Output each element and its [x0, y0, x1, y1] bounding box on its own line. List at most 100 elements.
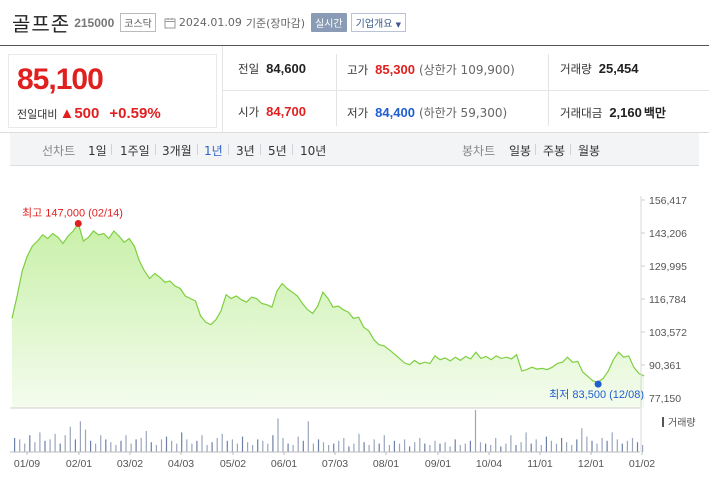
stock-code: 215000	[74, 15, 115, 30]
volume-bar	[454, 439, 456, 452]
tab-monthly-candle[interactable]: 월봉	[578, 144, 601, 158]
stock-name: 골프존	[12, 12, 71, 36]
candle-chart-label: 봉차트	[462, 144, 496, 158]
volume-bar	[44, 440, 46, 452]
volume-bar	[105, 439, 107, 452]
volume-bar	[328, 445, 330, 452]
volume-bar	[479, 442, 482, 452]
current-price: 85,100	[17, 63, 104, 96]
volume-bar	[155, 445, 157, 452]
volume-bar	[120, 440, 122, 452]
tab-daily-candle[interactable]: 일봉	[509, 144, 532, 158]
volume-bar	[363, 442, 365, 452]
volume-bar	[19, 439, 21, 452]
volume-bar	[591, 440, 593, 452]
volume-bar	[69, 426, 71, 452]
x-tick-label: 12/01	[578, 458, 604, 470]
volume-bar	[611, 432, 613, 452]
divider	[222, 90, 709, 91]
max-price-annotation: 최고 147,000 (02/14)	[22, 207, 123, 220]
y-tick-label: 77,150	[649, 393, 681, 405]
tab-3y[interactable]: 3년	[236, 144, 255, 158]
volume-bar	[616, 439, 618, 452]
tab-weekly-candle[interactable]: 주봉	[543, 144, 566, 158]
tab-1y[interactable]: 1년	[204, 144, 223, 158]
volume-cell: 거래량 25,454	[560, 61, 639, 77]
volume-bar	[292, 445, 294, 452]
x-tick-label: 08/01	[373, 458, 399, 470]
volume-bar	[606, 440, 608, 452]
prev-close-label: 전일	[238, 62, 260, 76]
divider	[155, 144, 156, 155]
volume-bar	[24, 443, 26, 452]
volume-value: 25,454	[598, 61, 639, 76]
divider	[570, 144, 571, 155]
volume-bar	[469, 440, 471, 452]
volume-bar	[398, 443, 401, 452]
tab-10y[interactable]: 10년	[300, 144, 327, 158]
x-tick-label: 05/02	[220, 458, 246, 470]
volume-bar	[444, 442, 446, 452]
volume-bar	[312, 443, 314, 452]
volume-bar	[378, 443, 380, 452]
tab-3m[interactable]: 3개월	[162, 144, 192, 158]
divider	[197, 144, 198, 155]
volume-bar	[581, 428, 583, 452]
volume-bar	[505, 443, 507, 452]
volume-bar	[140, 438, 142, 452]
y-axis-labels: 156,417 143,206 129,995 116,784 103,572 90,36…	[649, 195, 687, 405]
volume-bar	[434, 440, 436, 452]
amount-value: 2,160	[609, 105, 642, 120]
prev-close-value: 84,600	[266, 61, 306, 76]
open-label: 시가	[238, 105, 260, 119]
volume-bar	[196, 440, 198, 452]
high-cell: 고가 85,300 (상한가 109,900)	[347, 61, 515, 78]
chart-grid	[641, 199, 645, 399]
x-tick-label: 01/02	[629, 458, 655, 470]
amount-cell: 거래대금 2,160 백만	[560, 104, 666, 121]
volume-bar	[540, 445, 542, 452]
volume-bar	[343, 438, 345, 452]
price-line	[11, 222, 645, 383]
price-change: 500	[74, 105, 100, 122]
tab-1d[interactable]: 1일	[88, 144, 107, 158]
volume-bar	[211, 442, 213, 452]
volume-bar	[49, 439, 51, 452]
divider	[228, 144, 229, 155]
x-tick-label: 07/03	[322, 458, 348, 470]
tab-5y[interactable]: 5년	[268, 144, 287, 158]
volume-bar	[130, 443, 132, 452]
volume-bar	[393, 440, 395, 452]
volume-bar	[490, 445, 492, 452]
tab-1w[interactable]: 1주일	[120, 144, 150, 158]
volume-bar	[317, 439, 320, 452]
stock-header: 골프존 215000 코스닥 2024.01.09 기준(장마감) 실시간 기업…	[0, 0, 709, 45]
company-overview-button[interactable]: 기업개요 ▼	[350, 13, 407, 32]
price-area-fill	[12, 223, 644, 408]
volume-bar	[206, 445, 208, 452]
x-tick-label: 04/03	[168, 458, 194, 470]
volume-bars	[14, 410, 644, 452]
volume-bar	[54, 433, 56, 452]
volume-bar	[545, 436, 547, 452]
volume-bar	[429, 445, 431, 452]
volume-bar	[530, 443, 532, 452]
x-tick-label: 01/09	[14, 458, 40, 470]
volume-bar	[535, 439, 537, 452]
volume-bar	[449, 446, 451, 452]
volume-bar	[257, 439, 259, 452]
volume-bar	[236, 443, 238, 452]
volume-bar	[409, 446, 411, 452]
max-price-marker	[74, 220, 82, 228]
volume-bar	[550, 440, 552, 452]
volume-bar	[515, 445, 517, 452]
volume-bar	[459, 445, 461, 452]
market-badge: 코스닥	[120, 13, 156, 32]
volume-bar	[216, 438, 218, 452]
volume-bar	[297, 436, 299, 452]
y-tick-label: 116,784	[649, 294, 686, 306]
realtime-button[interactable]: 실시간	[311, 13, 347, 32]
chevron-down-icon: ▼	[395, 21, 402, 29]
volume-bar	[160, 439, 163, 452]
volume-bar	[29, 435, 31, 452]
